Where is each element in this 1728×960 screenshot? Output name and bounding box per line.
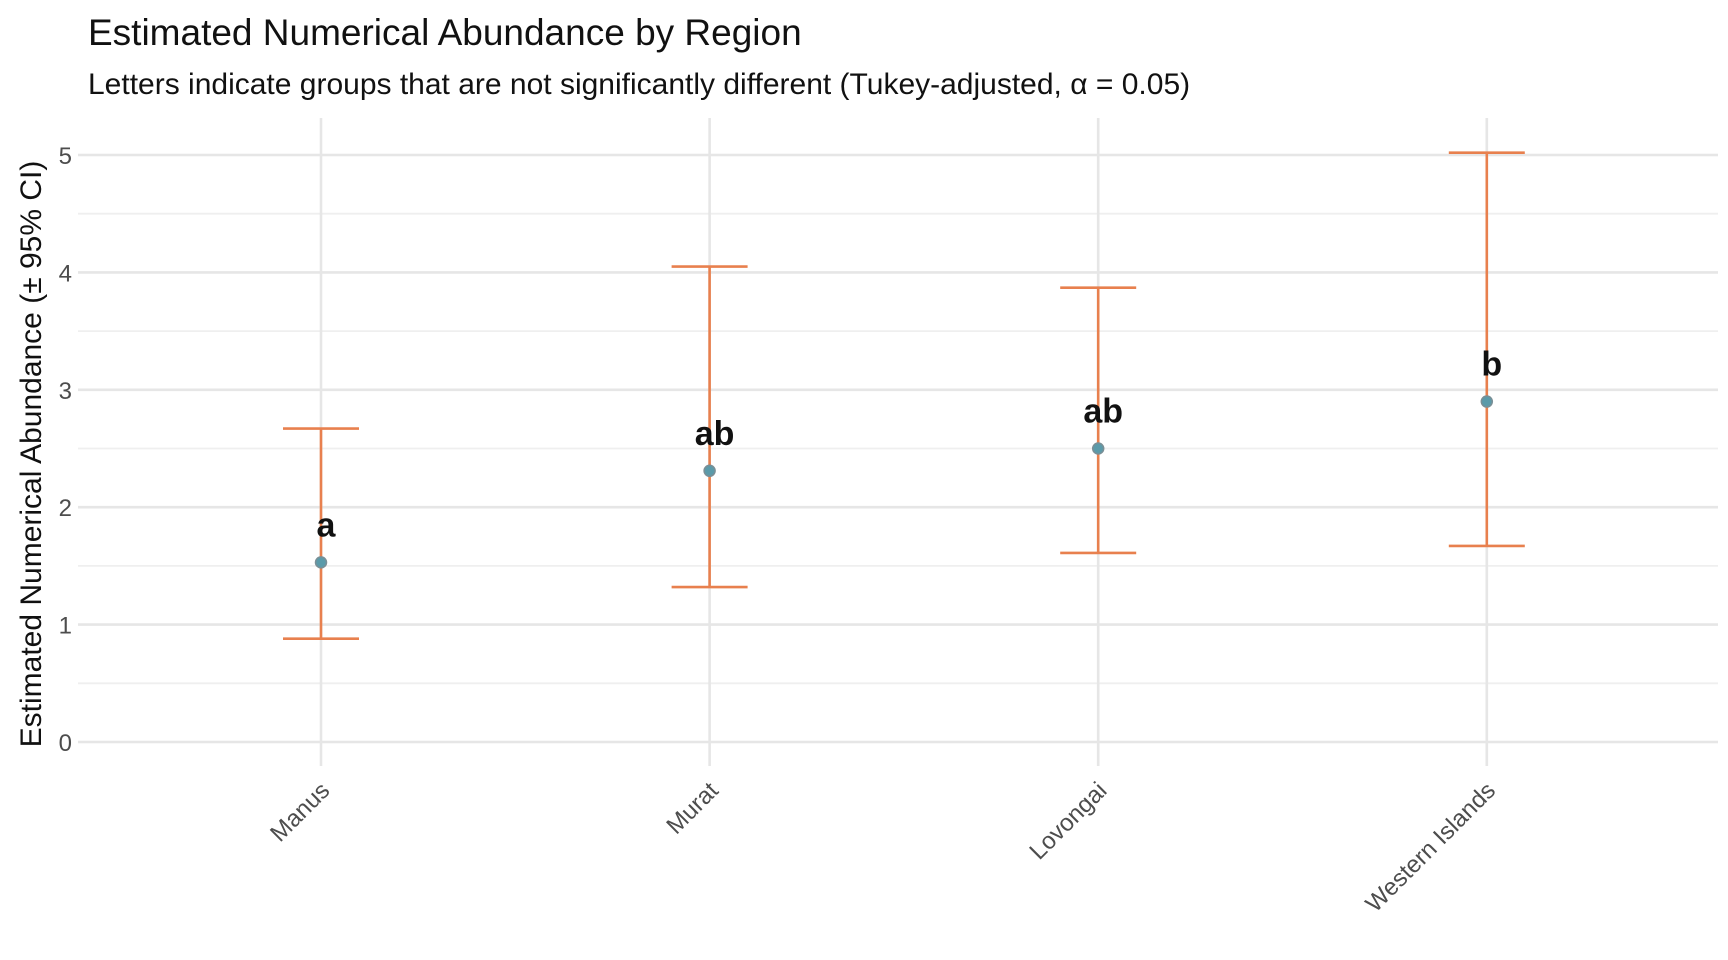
chart-subtitle: Letters indicate groups that are not sig… [88,68,1191,101]
group-letter-label: ab [1083,393,1123,431]
y-tick-label: 4 [59,260,72,287]
estimate-point [1480,395,1494,408]
y-tick-label: 2 [59,495,72,522]
estimate-point [314,556,328,569]
estimate-point [703,464,716,478]
group-letter-label: ab [695,415,735,453]
x-tick-label: Murat [661,777,724,840]
chart-title: Estimated Numerical Abundance by Region [88,12,802,53]
y-tick-label: 5 [59,143,72,170]
y-tick-label: 1 [59,613,72,640]
y-tick-label: 3 [59,378,72,405]
group-letter-label: a [317,506,337,544]
y-tick-label: 0 [59,730,72,757]
x-tick-label: Manus [265,777,335,847]
x-tick-label: Lovongai [1024,777,1112,865]
estimate-point [1091,442,1105,455]
x-tick-label: Western Islands [1361,777,1501,917]
group-letter-label: b [1481,346,1502,384]
